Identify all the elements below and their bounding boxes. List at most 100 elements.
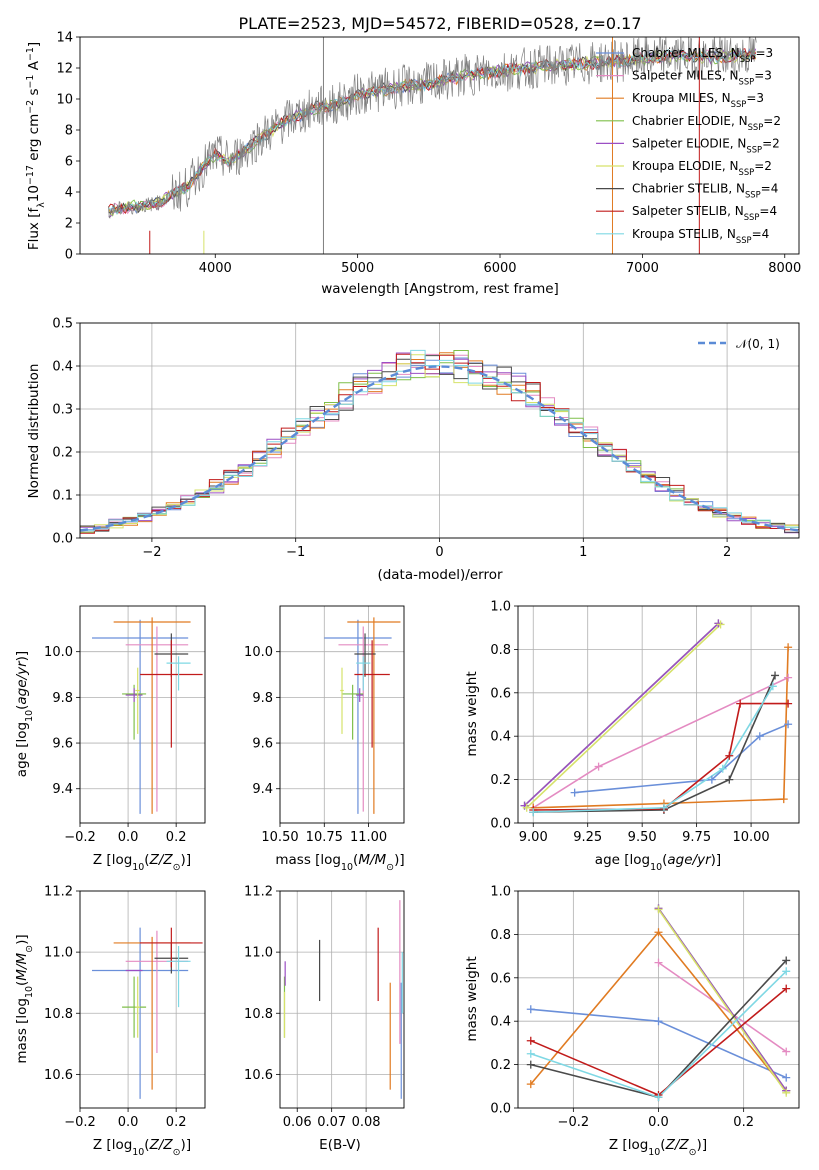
label-part: )] [181, 852, 192, 868]
marker-salpeter_stelib [782, 984, 791, 993]
marker-salpeter_stelib [725, 751, 734, 760]
y-tick-label: 9.4 [52, 782, 73, 797]
y-tick-label: 0.0 [490, 817, 511, 832]
label-part: Z [log [93, 852, 132, 868]
marker-salpeter_miles [784, 673, 793, 682]
y-axis-label: Flux [fλ10−17 erg cm−2 s−1 A−1] [25, 42, 47, 250]
x-tick-label: 9.75 [682, 830, 711, 845]
label-part: age [log [595, 852, 650, 868]
label-part: −2 [25, 100, 36, 114]
label-part: 10 [341, 862, 353, 873]
y-tick-label: 11.2 [44, 885, 73, 900]
y-tick-label: 12 [56, 62, 73, 77]
marker-salpeter_stelib [784, 699, 793, 708]
legend-entry: 𝒩(0, 1) [736, 337, 780, 351]
y-axis-label: mass [log10(M/M⊙)] [14, 934, 35, 1063]
plot-area-mass_vs_Z [92, 927, 203, 1099]
label-part: ( [660, 1137, 665, 1153]
legend-entry: Chabrier ELODIE, NSSP=2 [632, 114, 781, 132]
y-axis-label: mass weight [464, 956, 480, 1041]
y-tick-label: 10.8 [44, 1007, 73, 1022]
x-tick-label: 10.00 [732, 830, 769, 845]
legend-entry: Kroupa ELODIE, NSSP=2 [632, 159, 772, 177]
label-part: SSP [748, 122, 764, 132]
x-tick-label: 10.50 [261, 830, 298, 845]
x-tick-label: 0.0 [118, 1115, 139, 1130]
figure-title: PLATE=2523, MJD=54572, FIBERID=0528, z=0… [238, 14, 641, 33]
y-tick-label: 0.5 [52, 317, 73, 332]
axes-age_vs_Z: −0.2 0.0 0.29.49.69.810.0Z [log10(Z/Z⊙)]ag… [14, 605, 206, 873]
label-part: 10 [132, 1147, 144, 1158]
x-tick-label: 9.25 [573, 830, 602, 845]
x-tick-label: −1 [286, 545, 305, 560]
normal-curve [80, 365, 799, 532]
x-axis-label: mass [log10(M/M⊙)] [275, 852, 404, 873]
label-part: =3 [754, 69, 772, 83]
plot-area-mass_vs_ebv [283, 900, 403, 1099]
y-tick-label: 9.6 [252, 737, 273, 752]
marker-chabrier_stelib [771, 671, 780, 680]
x-axis-label: age [log10(age/yr)] [595, 852, 721, 873]
y-tick-label: 1.0 [490, 600, 511, 615]
label-part: SSP [736, 235, 752, 245]
legend-entry: Kroupa MILES, NSSP=3 [632, 91, 764, 109]
label-part: SSP [740, 54, 756, 64]
label-part: ( [662, 852, 667, 868]
label-part: ⊙ [24, 945, 35, 953]
y-tick-label: 0.6 [490, 686, 511, 701]
x-tick-label: 6000 [483, 261, 516, 276]
x-tick-label: 9.00 [519, 830, 548, 845]
legend-entry: Salpeter STELIB, NSSP=4 [632, 204, 777, 222]
x-tick-label: −0.2 [64, 830, 96, 845]
label-part: Salpeter ELODIE, N [632, 136, 746, 150]
y-tick-label: 0 [65, 248, 73, 263]
y-tick-label: 1.0 [490, 885, 511, 900]
observed-spectrum [108, 37, 757, 219]
y-axis-label: mass weight [464, 671, 480, 756]
series-line-salpeter_miles [532, 676, 789, 809]
y-tick-label: 9.4 [252, 782, 273, 797]
legend-entry: Chabrier STELIB, NSSP=4 [632, 182, 778, 200]
label-part: =4 [761, 182, 779, 196]
axes-weight_vs_Z: −0.2 0.0 0.2 0.0 0.2 0.4 0.6 0.8 1.0 Z [log10(Z/Z… [464, 885, 800, 1158]
label-part: =3 [755, 46, 773, 60]
axes-frame [79, 322, 800, 539]
x-axis-label: wavelength [Angstrom, rest frame] [321, 281, 559, 297]
label-part: ] [26, 42, 42, 47]
axes-residuals: −2 −1 0 1 2 0.0 0.1 0.2 0.3 0.4 0.5 (data-model)/er… [26, 317, 800, 583]
label-part: A [26, 60, 42, 74]
label-part: )] [711, 852, 722, 868]
label-part: −1 [25, 47, 36, 61]
marker-kroupa_stelib [659, 803, 668, 812]
marker-kroupa_miles [526, 1080, 535, 1089]
series-line-kroupa_elodie [526, 623, 722, 809]
y-tick-label: 14 [56, 31, 73, 46]
legend-entry: Chabrier MILES, NSSP=3 [632, 46, 773, 64]
x-tick-label: 0.08 [352, 1115, 381, 1130]
marker-kroupa_elodie [654, 905, 663, 914]
label-part: Flux [f [26, 207, 42, 251]
label-part: erg cm [26, 114, 42, 165]
axes-age_vs_mass: 10.50 10.75 11.00 9.4 9.6 9.8 10.0 mass [log10(… [244, 605, 405, 873]
marker-kroupa_elodie [522, 803, 531, 812]
label-part: Z [log [93, 1137, 132, 1153]
y-tick-label: 11.2 [244, 885, 273, 900]
label-part: Chabrier MILES, N [632, 46, 740, 60]
plot-area-age_vs_Z [92, 617, 203, 814]
plot-area-spectrum [108, 37, 757, 254]
label-part: s [26, 88, 42, 99]
x-tick-label: 0.0 [118, 830, 139, 845]
y-tick-label: 0.2 [490, 773, 511, 788]
plot-area-residuals [80, 349, 799, 536]
label-part: )] [394, 852, 405, 868]
marker-kroupa_stelib [718, 764, 727, 773]
plot-area-age_vs_mass [324, 617, 401, 814]
y-tick-label: 8 [65, 124, 73, 139]
label-part: 10 [648, 1147, 660, 1158]
label-part: age/yr [667, 852, 712, 868]
x-tick-label: 0.2 [166, 1115, 187, 1130]
marker-chabrier_miles [782, 1073, 791, 1082]
x-tick-label: 0.06 [283, 1115, 312, 1130]
marker-chabrier_stelib [725, 775, 734, 784]
y-tick-label: 10.6 [44, 1068, 73, 1083]
